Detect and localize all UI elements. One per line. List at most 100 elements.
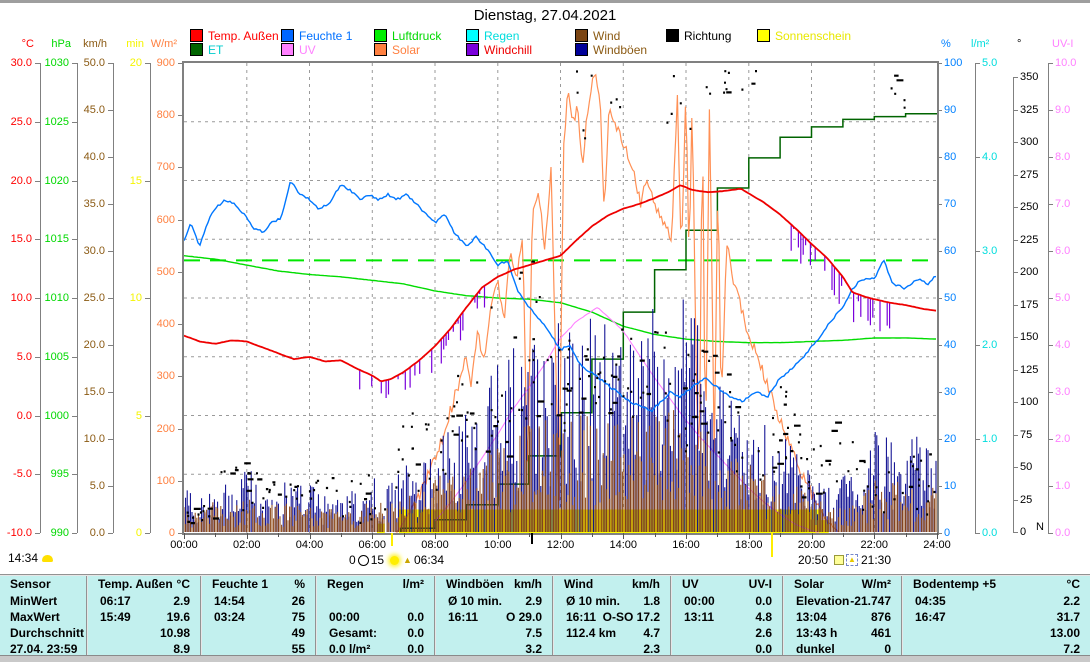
axis-tick (1013, 207, 1018, 208)
axis-tick (1013, 402, 1018, 403)
axis-tick-label: 5.0 (16, 350, 32, 363)
axis-tick (937, 533, 942, 534)
axis-tick-label: 5.0 (982, 57, 998, 69)
x-axis-tick (623, 533, 625, 539)
table-cell-value: 2.9 (525, 594, 542, 608)
axis-tick-label: 4.0 (1055, 339, 1071, 351)
x-axis-tick (403, 533, 405, 537)
axis-rail (77, 63, 78, 533)
axis-rail (150, 63, 151, 533)
table-col-unit: km/h (513, 577, 542, 591)
axis-tick (975, 533, 980, 534)
table-col-title: Windböen (446, 577, 504, 591)
axis-tick (1048, 345, 1053, 346)
legend-swatch-uv (281, 43, 294, 56)
legend-swatch-et (190, 43, 203, 56)
series-wind-spikes (183, 410, 937, 532)
x-axis-tick (780, 533, 782, 537)
table-cell-value: 0.0 (755, 642, 772, 656)
axis-tick (937, 251, 942, 252)
axis-tick-label: 15.0 (10, 233, 32, 246)
table-col-title: Feuchte 1 (212, 577, 269, 591)
axis-tick (1013, 467, 1018, 468)
axis-tick-label: 900 (156, 57, 175, 69)
table-cell-value: -21.747 (850, 594, 891, 608)
sunrise-annotation: 0 15 ▲ 06:34 (349, 553, 444, 567)
x-axis-label: 16:00 (672, 539, 700, 551)
table-row-label: MaxWert (10, 610, 60, 624)
legend-item-wind: Wind (575, 29, 620, 43)
table-row: 14:54 26 (202, 593, 315, 609)
legend-label: Regen (484, 28, 520, 43)
axis-tick-label: 200 (156, 422, 175, 435)
table-col-windb-en: Windböen km/h Ø 10 min. 2.9 16:11 O 29.0 7.5 3.… (434, 576, 552, 657)
axis-tick (35, 533, 40, 534)
table-cell-label: 04:35 (915, 594, 946, 608)
axis-tick (1013, 109, 1018, 111)
axis-tick (1048, 63, 1053, 64)
axis-tick-label: -10.0 (6, 527, 32, 539)
legend-item-temp-au-en: Temp. Außen (190, 29, 279, 43)
axis-tick-label: 10 (129, 292, 142, 304)
table-col-uv: UV UV-I 00:00 0.0 13:11 4.8 2.6 0.0 (670, 576, 782, 657)
axis-tick (1048, 251, 1053, 252)
axis-tick-label: 25 (1020, 493, 1033, 506)
axis-tick-label: 1010 (44, 292, 69, 304)
axis-tick (1013, 499, 1018, 501)
x-axis-tick (811, 533, 813, 539)
axis-tick-label: 70 (944, 198, 957, 210)
axis-tick (35, 239, 40, 241)
axis-tick (145, 180, 150, 182)
table-cell-label: 16:47 (915, 610, 946, 624)
moon-right-time: 21:30 (861, 553, 892, 567)
axis-unit-label: % (941, 38, 951, 50)
axis-tick (1013, 239, 1018, 241)
table-col-header: Regen l/m² (317, 576, 434, 593)
sunset-time: 20:50 (798, 553, 829, 567)
axis-tick (178, 533, 183, 534)
x-axis-tick (215, 533, 217, 537)
table-cell-label: Ø 10 min. (448, 594, 503, 608)
table-row: 13:04 876 (784, 609, 901, 625)
axis-tick-label: 175 (1020, 298, 1039, 311)
table-row: 15:49 19.6 (88, 609, 200, 625)
x-axis-tick (937, 533, 938, 539)
axis-tick (108, 439, 113, 440)
table-cell-value: 0.0 (407, 642, 424, 656)
table-col-header: Wind km/h (554, 576, 670, 593)
axis-tick-label: 990 (50, 527, 69, 539)
table-cell-value (329, 593, 434, 609)
x-axis-tick (748, 533, 750, 539)
x-axis-tick (435, 533, 436, 539)
axis-tick-label: 150 (1020, 331, 1039, 343)
table-col-title: Wind (564, 577, 594, 591)
axis-tick (1013, 142, 1018, 143)
axis-tick (1048, 439, 1053, 440)
x-axis-label: 12:00 (546, 539, 575, 551)
axis-tick (937, 345, 942, 346)
table-cell-value: 0.0 (755, 594, 772, 608)
axis-tick (975, 63, 980, 64)
north-label: N (1036, 521, 1044, 533)
axis-tick (1048, 298, 1053, 299)
moon-phase-prefix: 0 (349, 553, 356, 567)
x-axis-tick (309, 533, 311, 539)
axis-tick-label: 4.0 (982, 151, 998, 163)
axis-tick (108, 157, 113, 158)
table-row: 8.9 (88, 641, 200, 657)
table-cell-value: 1.8 (643, 594, 660, 608)
table-cell-label: 0.0 l/m² (329, 642, 371, 656)
axis-tick (145, 415, 150, 417)
axis-tick-label: 25.0 (83, 292, 105, 304)
legend-label: Solar (392, 42, 421, 57)
axis-tick (108, 533, 113, 534)
axis-tick-label: 30 (944, 386, 957, 398)
table-row: 2.6 (672, 625, 782, 641)
legend-label: UV (299, 42, 316, 57)
chart-title: Dienstag, 27.04.2021 (473, 7, 617, 24)
table-cell-value: O-SO 17.2 (602, 610, 660, 624)
table-cell-value: 2.3 (643, 642, 660, 656)
table-col-bodentemp-5: Bodentemp +5 °C 04:35 2.2 16:47 31.7 13.00 7.2 (901, 576, 1090, 657)
axis-tick (937, 486, 942, 487)
table-cell-value: 75 (291, 610, 305, 624)
